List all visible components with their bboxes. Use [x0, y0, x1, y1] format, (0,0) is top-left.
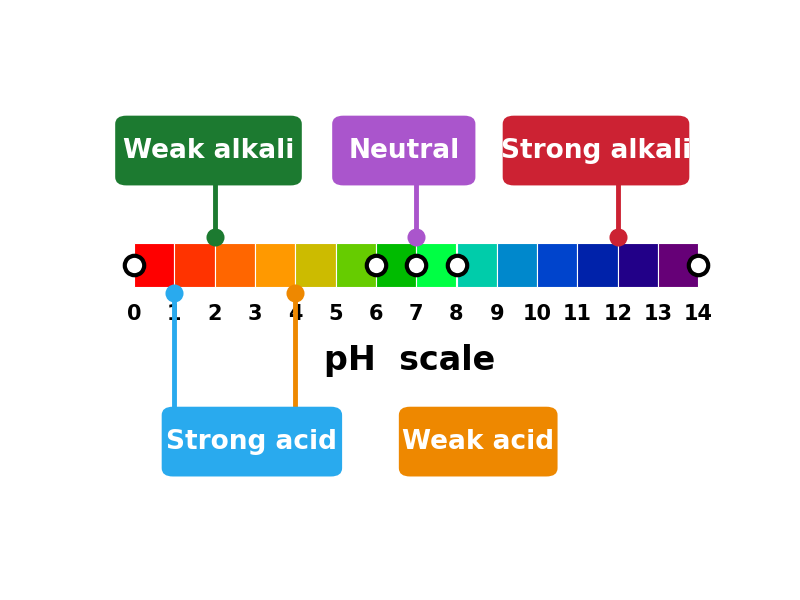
- Text: 11: 11: [563, 304, 592, 325]
- Text: 2: 2: [207, 304, 222, 325]
- Text: Weak alkali: Weak alkali: [123, 137, 294, 164]
- FancyBboxPatch shape: [174, 243, 214, 287]
- Text: 14: 14: [684, 304, 713, 325]
- FancyBboxPatch shape: [134, 243, 174, 287]
- FancyBboxPatch shape: [618, 243, 658, 287]
- Text: 4: 4: [288, 304, 302, 325]
- FancyBboxPatch shape: [336, 243, 376, 287]
- Text: 8: 8: [450, 304, 464, 325]
- FancyBboxPatch shape: [255, 243, 295, 287]
- FancyBboxPatch shape: [457, 243, 497, 287]
- FancyBboxPatch shape: [115, 116, 302, 185]
- Text: 12: 12: [603, 304, 632, 325]
- FancyBboxPatch shape: [537, 243, 578, 287]
- FancyBboxPatch shape: [295, 243, 336, 287]
- Text: 0: 0: [127, 304, 142, 325]
- FancyBboxPatch shape: [332, 116, 475, 185]
- FancyBboxPatch shape: [214, 243, 255, 287]
- Text: Strong alkali: Strong alkali: [501, 137, 691, 164]
- FancyBboxPatch shape: [162, 407, 342, 476]
- Text: Weak acid: Weak acid: [402, 428, 554, 455]
- Text: 13: 13: [643, 304, 673, 325]
- FancyBboxPatch shape: [376, 243, 416, 287]
- FancyBboxPatch shape: [502, 116, 690, 185]
- FancyBboxPatch shape: [497, 243, 537, 287]
- Text: 6: 6: [369, 304, 383, 325]
- Text: 10: 10: [522, 304, 551, 325]
- Text: 1: 1: [167, 304, 182, 325]
- Text: 7: 7: [409, 304, 423, 325]
- Text: 9: 9: [490, 304, 504, 325]
- Text: 5: 5: [328, 304, 343, 325]
- Text: Neutral: Neutral: [348, 137, 459, 164]
- Text: 3: 3: [248, 304, 262, 325]
- FancyBboxPatch shape: [399, 407, 558, 476]
- Text: pH  scale: pH scale: [324, 344, 496, 377]
- FancyBboxPatch shape: [416, 243, 457, 287]
- FancyBboxPatch shape: [658, 243, 698, 287]
- FancyBboxPatch shape: [578, 243, 618, 287]
- Text: Strong acid: Strong acid: [166, 428, 338, 455]
